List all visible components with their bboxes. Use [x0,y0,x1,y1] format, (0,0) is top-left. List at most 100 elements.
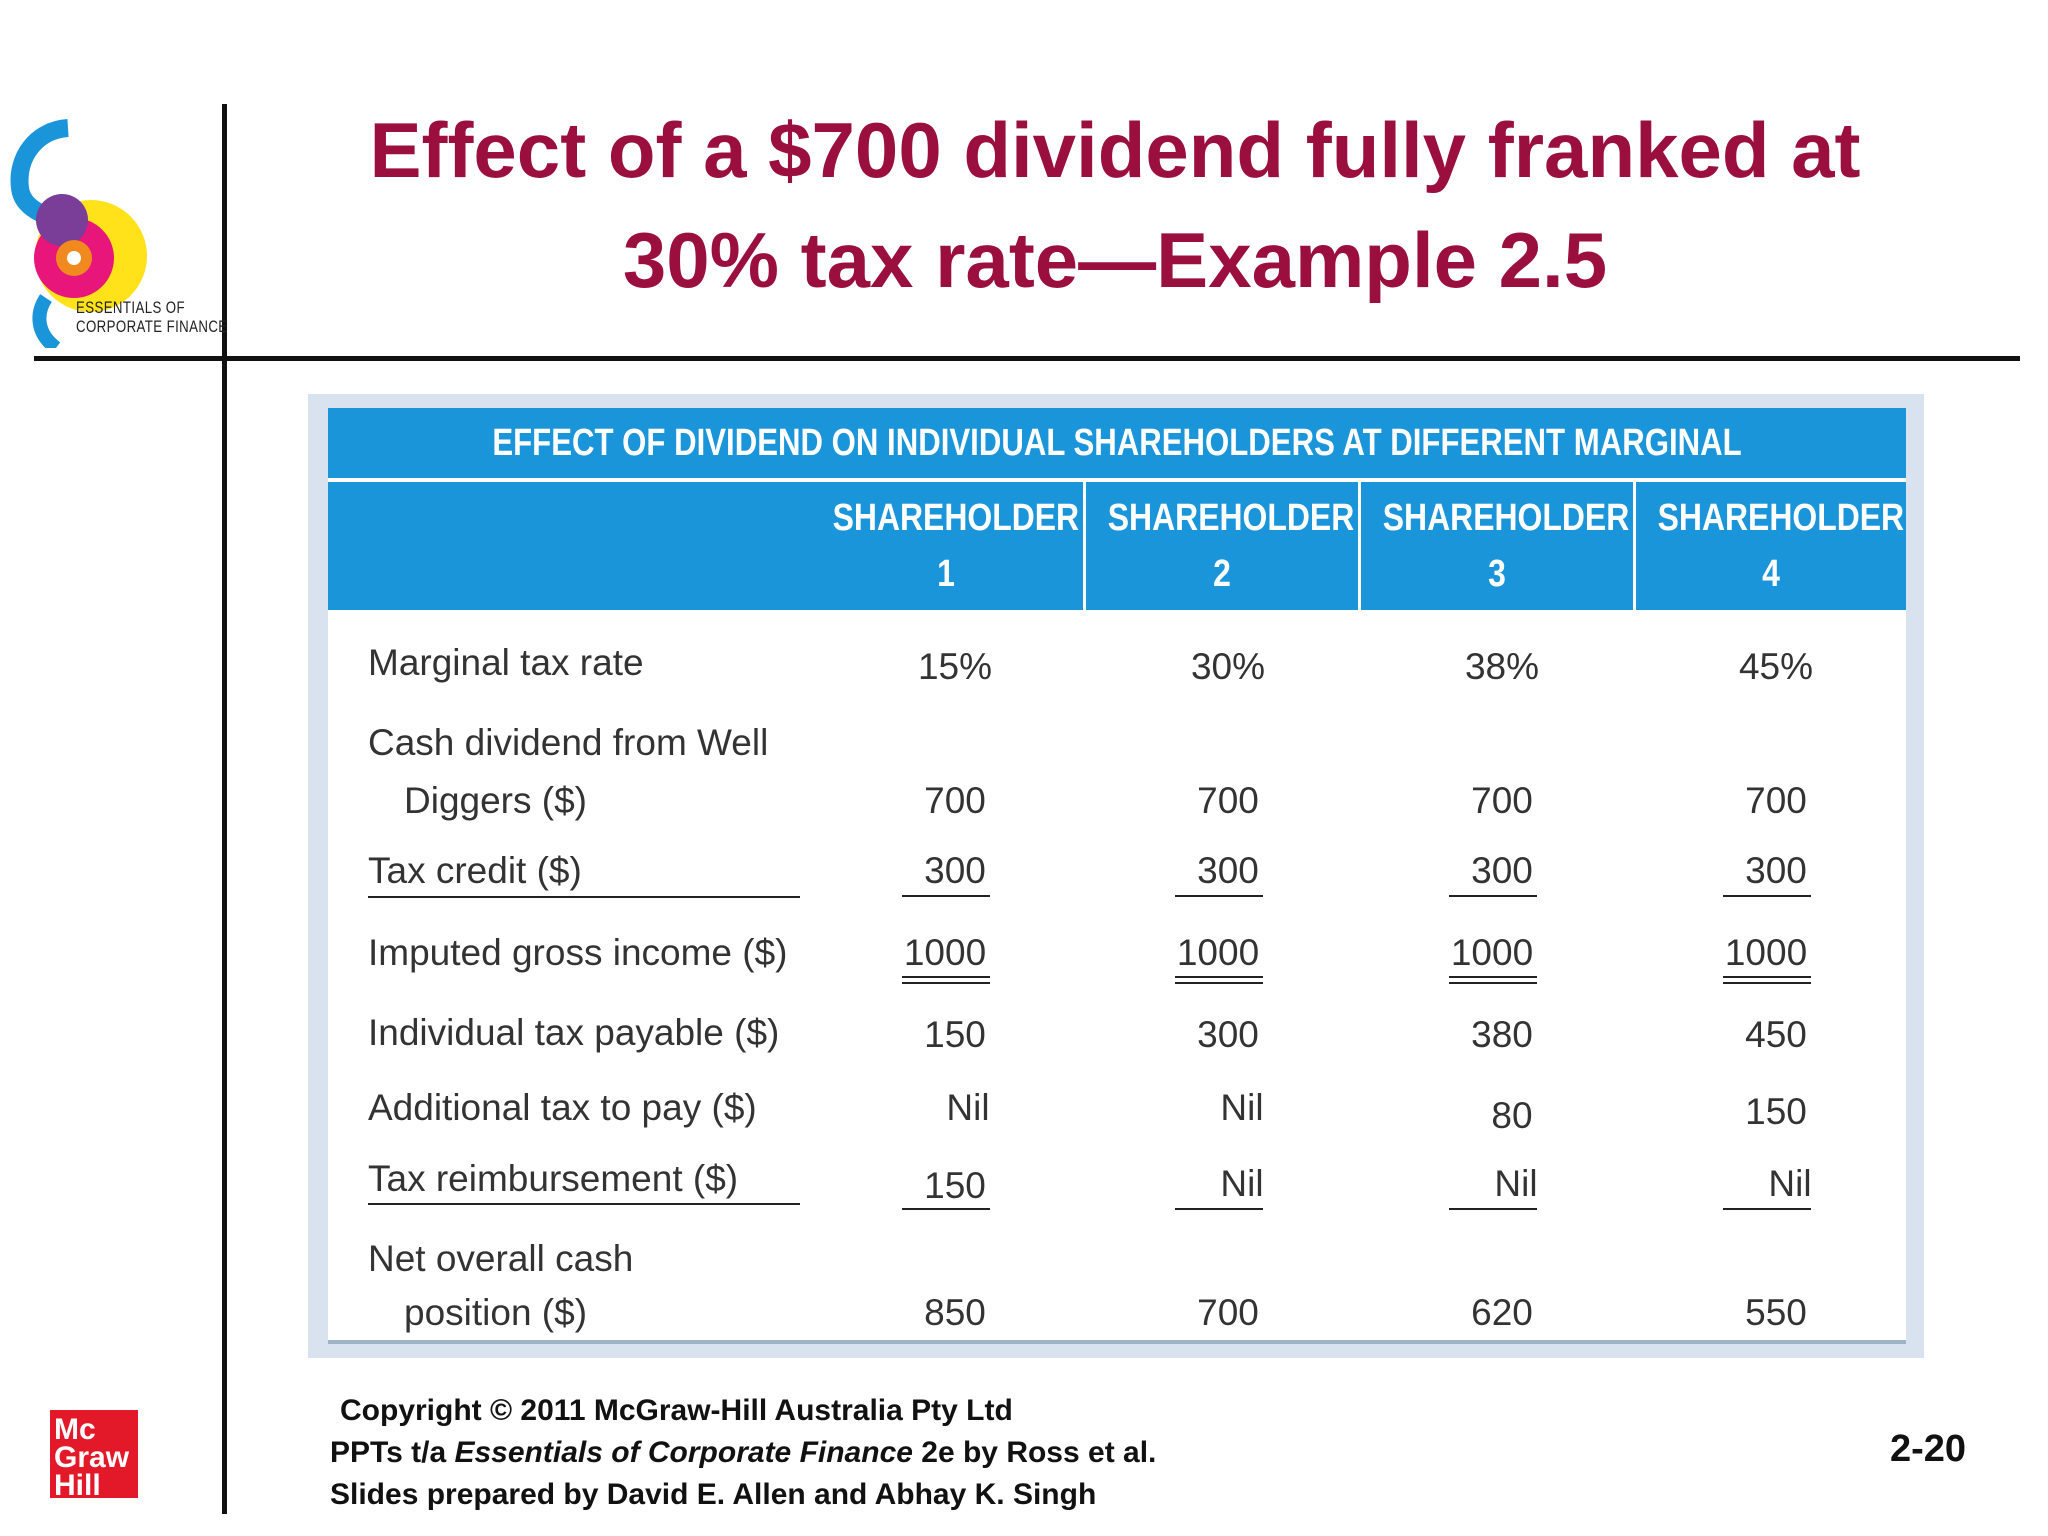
cell-underline [902,895,990,897]
table-banner: EFFECT OF DIVIDEND ON INDIVIDUAL SHAREHO… [328,408,1906,534]
cell-double-underline [1723,976,1811,978]
column-header-word: SHAREHOLDER [1657,497,1905,539]
title-line-2: 30% tax rate—Example 2.5 [622,216,1608,304]
cell: 700 [924,780,986,821]
cell: 80 [1491,1095,1533,1136]
cell: 700 [1197,780,1259,821]
column-header-1: SHAREHOLDER 1 [811,482,1081,610]
column-separator [1633,482,1636,610]
column-header-word: SHAREHOLDER [832,497,1080,539]
cell-underline [1449,895,1537,897]
cell: Nil [1494,1163,1538,1204]
column-separator [1358,482,1361,610]
cell: 150 [924,1165,986,1206]
column-header-2: SHAREHOLDER 2 [1086,482,1358,610]
cell: 850 [924,1292,986,1333]
cell-double-underline [902,982,990,984]
cell-underline [902,1208,990,1210]
row-label-net-overall-cash-cont: position ($) [404,1292,588,1333]
cell-underline [1175,895,1263,897]
ppt-credit-line: PPTs t/a Essentials of Corporate Finance… [330,1432,1156,1474]
cell: 15% [917,646,993,687]
row-label-additional-tax: Additional tax to pay ($) [368,1087,757,1128]
column-header-word: SHAREHOLDER [1382,497,1630,539]
column-header-number: 2 [1213,553,1231,595]
row-label-cash-dividend: Cash dividend from Well [368,722,769,763]
row-label-tax-reimbursement: Tax reimbursement ($) [368,1158,739,1199]
cell-double-underline [1449,982,1537,984]
cell: 300 [1745,850,1807,891]
cell: 150 [924,1014,986,1055]
row-label-individual-tax-payable: Individual tax payable ($) [368,1012,780,1053]
column-header-3: SHAREHOLDER 3 [1361,482,1633,610]
cell: 450 [1745,1014,1807,1055]
cell: 1000 [1450,932,1534,973]
copyright-line: Copyright © 2011 McGraw-Hill Australia P… [340,1394,1013,1427]
table-banner-text: EFFECT OF DIVIDEND ON INDIVIDUAL SHAREHO… [492,422,1742,534]
cell: 38% [1464,646,1540,687]
logo-line-1: ESSENTIALS OF [76,298,185,317]
column-separator [1083,482,1086,610]
column-header-number: 4 [1762,553,1780,595]
logo-word: Mc [54,1413,96,1446]
cell: 30% [1190,646,1266,687]
column-header-number: 1 [937,553,955,595]
cell: 550 [1745,1292,1807,1333]
footer-credits: Copyright © 2011 McGraw-Hill Australia P… [330,1390,1156,1516]
cell: 380 [1471,1014,1533,1055]
page-number: 2-20 [1890,1428,1967,1470]
cell: 300 [1197,850,1259,891]
cell-double-underline [1723,982,1811,984]
row-label-tax-credit: Tax credit ($) [368,850,582,891]
slide-title: Effect of a $700 dividend fully franked … [300,95,1930,315]
cell-underline [1723,895,1811,897]
author-credit-line: Slides prepared by David E. Allen and Ab… [330,1478,1097,1511]
row-label-net-overall-cash: Net overall cash [368,1238,634,1279]
row-label-imputed-gross-income: Imputed gross income ($) [368,932,788,973]
vertical-divider [222,104,227,1514]
book-title: Essentials of Corporate Finance [454,1436,913,1469]
cell: Nil [946,1087,990,1128]
cell: 700 [1745,780,1807,821]
horizontal-divider [34,356,2020,361]
row-label-marginal-tax-rate: Marginal tax rate [368,642,644,683]
cell: 700 [1471,780,1533,821]
cell-double-underline [1175,976,1263,978]
logo-word: Hill [54,1469,101,1502]
cell: Nil [1768,1163,1812,1204]
column-header-number: 3 [1488,553,1506,595]
cell: Nil [1220,1087,1264,1128]
label-underline [368,1203,800,1205]
cell: 300 [1197,1014,1259,1055]
cell-double-underline [1175,982,1263,984]
column-header-word: SHAREHOLDER [1107,497,1355,539]
label-underline [368,896,800,898]
cell: 300 [924,850,986,891]
table-header-row: SHAREHOLDER 1 SHAREHOLDER 2 SHAREHOLDER … [328,482,1906,610]
title-line-1: Effect of a $700 dividend fully franked … [369,106,1861,194]
cell: Nil [1220,1163,1264,1204]
cell-underline [1723,1208,1811,1210]
cell: 620 [1471,1292,1533,1333]
cell: 300 [1471,850,1533,891]
cell-underline [1449,1208,1537,1210]
cell-underline [1175,1208,1263,1210]
cell: 1000 [1724,932,1808,973]
cell: 150 [1745,1091,1807,1132]
cell: 1000 [1176,932,1260,973]
cell: 45% [1738,646,1814,687]
cell: 1000 [903,932,987,973]
credit-suffix: 2e by Ross et al. [912,1436,1157,1469]
logo-line-2: CORPORATE FINANCE [76,317,228,336]
mcgraw-hill-logo: Mc Graw Hill [50,1410,138,1502]
essentials-logo [10,119,147,348]
cell-double-underline [902,976,990,978]
row-label-cash-dividend-cont: Diggers ($) [404,780,587,821]
column-header-4: SHAREHOLDER 4 [1636,482,1906,610]
table-bottom-rule [328,1340,1906,1344]
logo-caption: ESSENTIALS OF CORPORATE FINANCE [76,298,228,336]
cell-double-underline [1449,976,1537,978]
credit-prefix: PPTs t/a [330,1436,455,1469]
logo-word: Graw [54,1441,130,1474]
cell: 700 [1197,1292,1259,1333]
